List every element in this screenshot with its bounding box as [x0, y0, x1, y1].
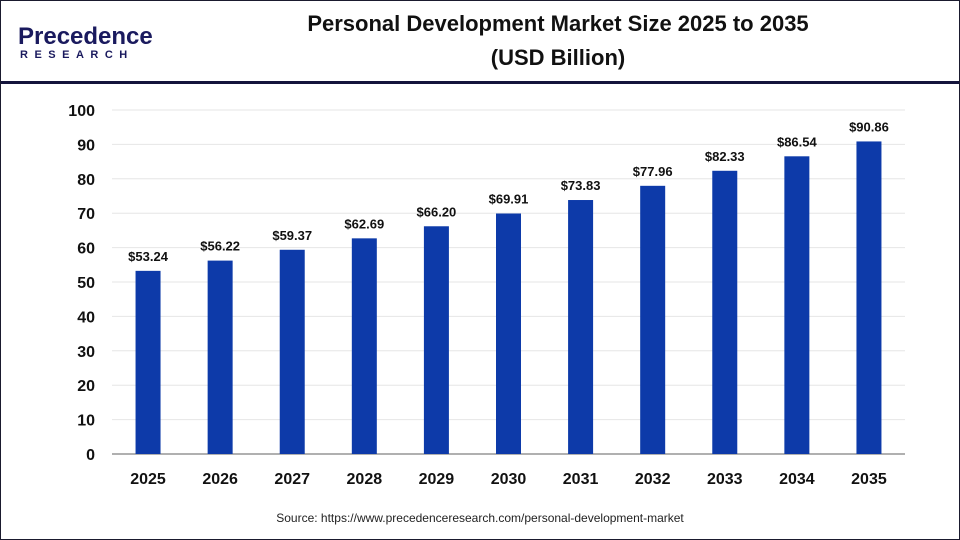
bar-2029 [423, 226, 449, 454]
header-rule [1, 81, 959, 84]
bar-2033 [712, 170, 738, 455]
x-tick-label: 2025 [130, 471, 166, 488]
y-tick-label: 60 [77, 241, 95, 258]
bar-2027 [279, 249, 305, 454]
x-tick-label: 2032 [635, 471, 671, 488]
x-tick-label: 2026 [202, 471, 238, 488]
bar-2035 [856, 141, 882, 455]
y-tick-label: 70 [77, 206, 95, 223]
data-label: $90.86 [849, 119, 889, 134]
bar-2025 [135, 270, 161, 454]
data-label: $59.37 [272, 228, 312, 243]
data-label: $53.24 [128, 249, 169, 264]
y-tick-label: 20 [77, 378, 95, 395]
bar-2031 [568, 200, 594, 454]
x-tick-label: 2028 [347, 471, 383, 488]
data-label: $62.69 [344, 216, 384, 231]
y-tick-label: 50 [77, 275, 95, 292]
data-label: $73.83 [561, 178, 601, 193]
data-label: $66.20 [417, 204, 457, 219]
x-tick-label: 2030 [491, 471, 527, 488]
logo-brand-bottom: RESEARCH [20, 49, 134, 61]
bar-2034 [784, 156, 810, 454]
bar-2028 [351, 238, 377, 454]
data-label: $86.54 [777, 134, 818, 149]
logo-brand-top: Precedence [18, 23, 153, 50]
x-tick-label: 2033 [707, 471, 743, 488]
y-tick-label: 100 [68, 103, 95, 120]
chart-subtitle: (USD Billion) [491, 45, 625, 70]
source-note: Source: https://www.precedenceresearch.c… [276, 511, 684, 525]
bar-2030 [496, 213, 521, 454]
x-tick-label: 2034 [779, 471, 815, 488]
logo: Precedence RESEARCH [18, 23, 153, 61]
bar-2026 [207, 260, 233, 454]
y-tick-label: 30 [77, 344, 95, 361]
x-tick-label: 2035 [851, 471, 887, 488]
x-tick-label: 2027 [274, 471, 310, 488]
x-tick-label: 2031 [563, 471, 599, 488]
y-tick-label: 80 [77, 172, 95, 189]
data-label: $69.91 [489, 192, 529, 207]
y-tick-label: 40 [77, 309, 95, 326]
x-tick-label: 2029 [419, 471, 455, 488]
y-tick-label: 90 [77, 137, 95, 154]
data-label: $82.33 [705, 149, 745, 164]
y-tick-label: 10 [77, 413, 95, 430]
data-label: $56.22 [200, 239, 240, 254]
bar-2032 [640, 185, 666, 454]
chart-title: Personal Development Market Size 2025 to… [307, 11, 808, 36]
data-label: $77.96 [633, 164, 673, 179]
y-tick-label: 0 [86, 447, 95, 464]
